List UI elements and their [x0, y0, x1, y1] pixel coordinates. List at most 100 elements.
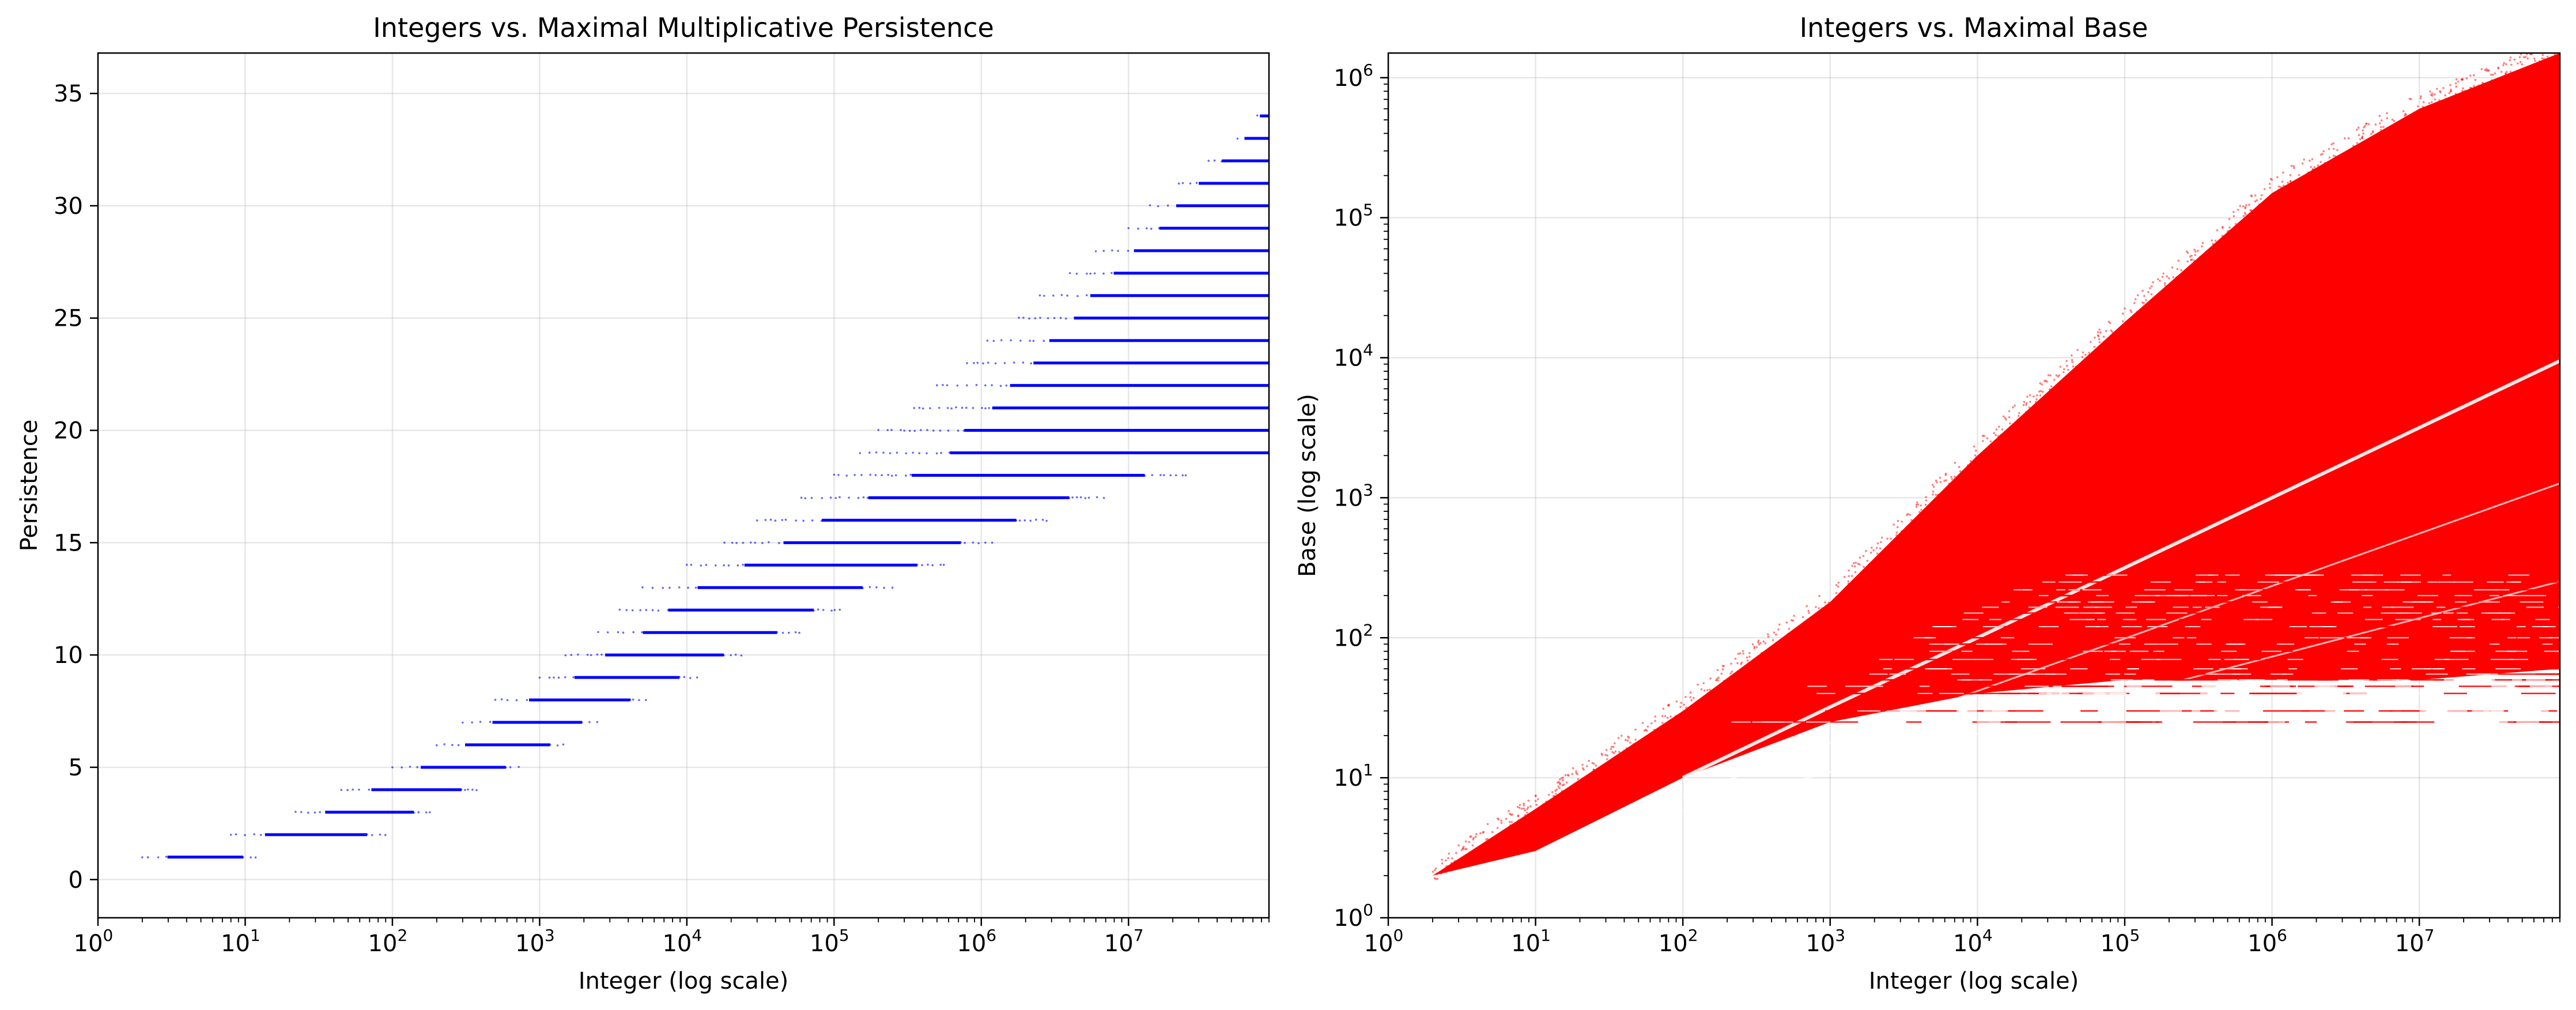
base-point	[2469, 74, 2472, 77]
base-point	[2322, 150, 2325, 153]
base-point	[2147, 291, 2150, 293]
base-point	[2382, 126, 2385, 128]
persistence-point	[946, 384, 949, 387]
base-point	[2020, 468, 2023, 471]
base-point	[1927, 532, 1930, 534]
persistence-point	[625, 609, 628, 611]
base-point	[1553, 802, 1556, 804]
base-point	[2172, 276, 2174, 278]
base-point	[1997, 435, 2000, 438]
base-point	[1880, 541, 1882, 544]
base-point	[2017, 414, 2020, 417]
persistence-point	[723, 564, 725, 567]
persistence-point	[641, 631, 643, 634]
base-point	[2370, 133, 2373, 135]
persistence-point	[991, 384, 993, 387]
persistence-point	[1149, 204, 1151, 207]
base-point	[1436, 872, 1438, 875]
base-point	[2474, 78, 2477, 81]
base-point	[1529, 805, 1532, 808]
base-point	[2039, 394, 2042, 397]
persistence-point	[936, 384, 938, 387]
base-point	[2444, 94, 2446, 97]
base-point	[2379, 129, 2382, 131]
base-point	[1641, 741, 1644, 744]
base-point	[1859, 556, 1861, 559]
persistence-point	[479, 721, 482, 723]
base-point	[1733, 673, 1736, 676]
base-point	[2071, 359, 2073, 361]
base-point	[1820, 629, 1823, 632]
base-point	[2434, 98, 2436, 101]
base-point	[2232, 210, 2235, 213]
persistence-point	[992, 340, 995, 342]
persistence-point	[1084, 497, 1087, 499]
persistence-point	[1177, 182, 1180, 185]
base-point	[1479, 832, 1482, 835]
base-point	[2097, 335, 2100, 337]
persistence-point	[774, 519, 777, 522]
base-point	[2482, 82, 2484, 85]
base-x-tick-label: 105	[2101, 926, 2140, 957]
base-point	[1739, 652, 1742, 655]
persistence-point	[754, 541, 757, 544]
base-point	[1468, 841, 1471, 843]
persistence-point	[366, 833, 368, 836]
base-point	[1562, 779, 1564, 782]
persistence-point	[784, 518, 787, 521]
base-point	[2309, 172, 2311, 175]
base-point	[1485, 838, 1487, 841]
base-point	[1555, 797, 1558, 800]
base-point	[1581, 807, 1584, 809]
persistence-point	[471, 721, 473, 723]
base-point	[1641, 743, 1644, 745]
base-point	[1774, 677, 1777, 680]
base-point	[1542, 803, 1544, 806]
base-point	[2378, 122, 2381, 125]
base-point	[1767, 635, 1770, 638]
base-point	[1866, 559, 1869, 562]
base-point	[1601, 753, 1603, 756]
base-point	[2545, 62, 2547, 64]
base-point	[1847, 580, 1850, 583]
base-point	[1935, 479, 1937, 482]
base-point	[1806, 605, 1808, 608]
base-point	[2418, 112, 2420, 115]
base-point	[1958, 466, 1961, 468]
persistence-point	[667, 609, 670, 612]
base-point	[2314, 173, 2316, 176]
persistence-point	[460, 788, 463, 791]
persistence-point	[859, 452, 862, 454]
base-point	[1521, 826, 1524, 828]
persistence-point	[165, 856, 168, 858]
base-point	[2024, 413, 2027, 415]
persistence-point	[1093, 272, 1096, 274]
base-point	[2311, 168, 2314, 171]
base-point	[2093, 345, 2096, 348]
base-point	[1900, 530, 1903, 533]
base-point	[1656, 775, 1659, 778]
base-point	[1436, 877, 1439, 880]
base-point	[1912, 646, 1915, 649]
base-point	[1850, 575, 1853, 577]
base-point	[1954, 528, 1956, 531]
persistence-point	[957, 429, 960, 432]
base-point	[1863, 572, 1866, 575]
persistence-point	[860, 474, 863, 476]
persistence-point	[1086, 272, 1088, 275]
persistence-point	[617, 631, 620, 634]
base-point	[1936, 481, 1938, 484]
base-point	[1835, 591, 1838, 594]
base-point	[2111, 331, 2114, 333]
base-point	[2484, 69, 2487, 71]
persistence-point	[853, 474, 856, 476]
base-point	[1592, 768, 1595, 771]
base-point	[2018, 412, 2020, 414]
base-point	[2362, 132, 2365, 135]
base-point	[1766, 743, 1769, 745]
persistence-point	[768, 541, 770, 544]
base-point	[1627, 752, 1630, 755]
base-point	[2237, 209, 2239, 211]
base-point	[1875, 547, 1878, 549]
